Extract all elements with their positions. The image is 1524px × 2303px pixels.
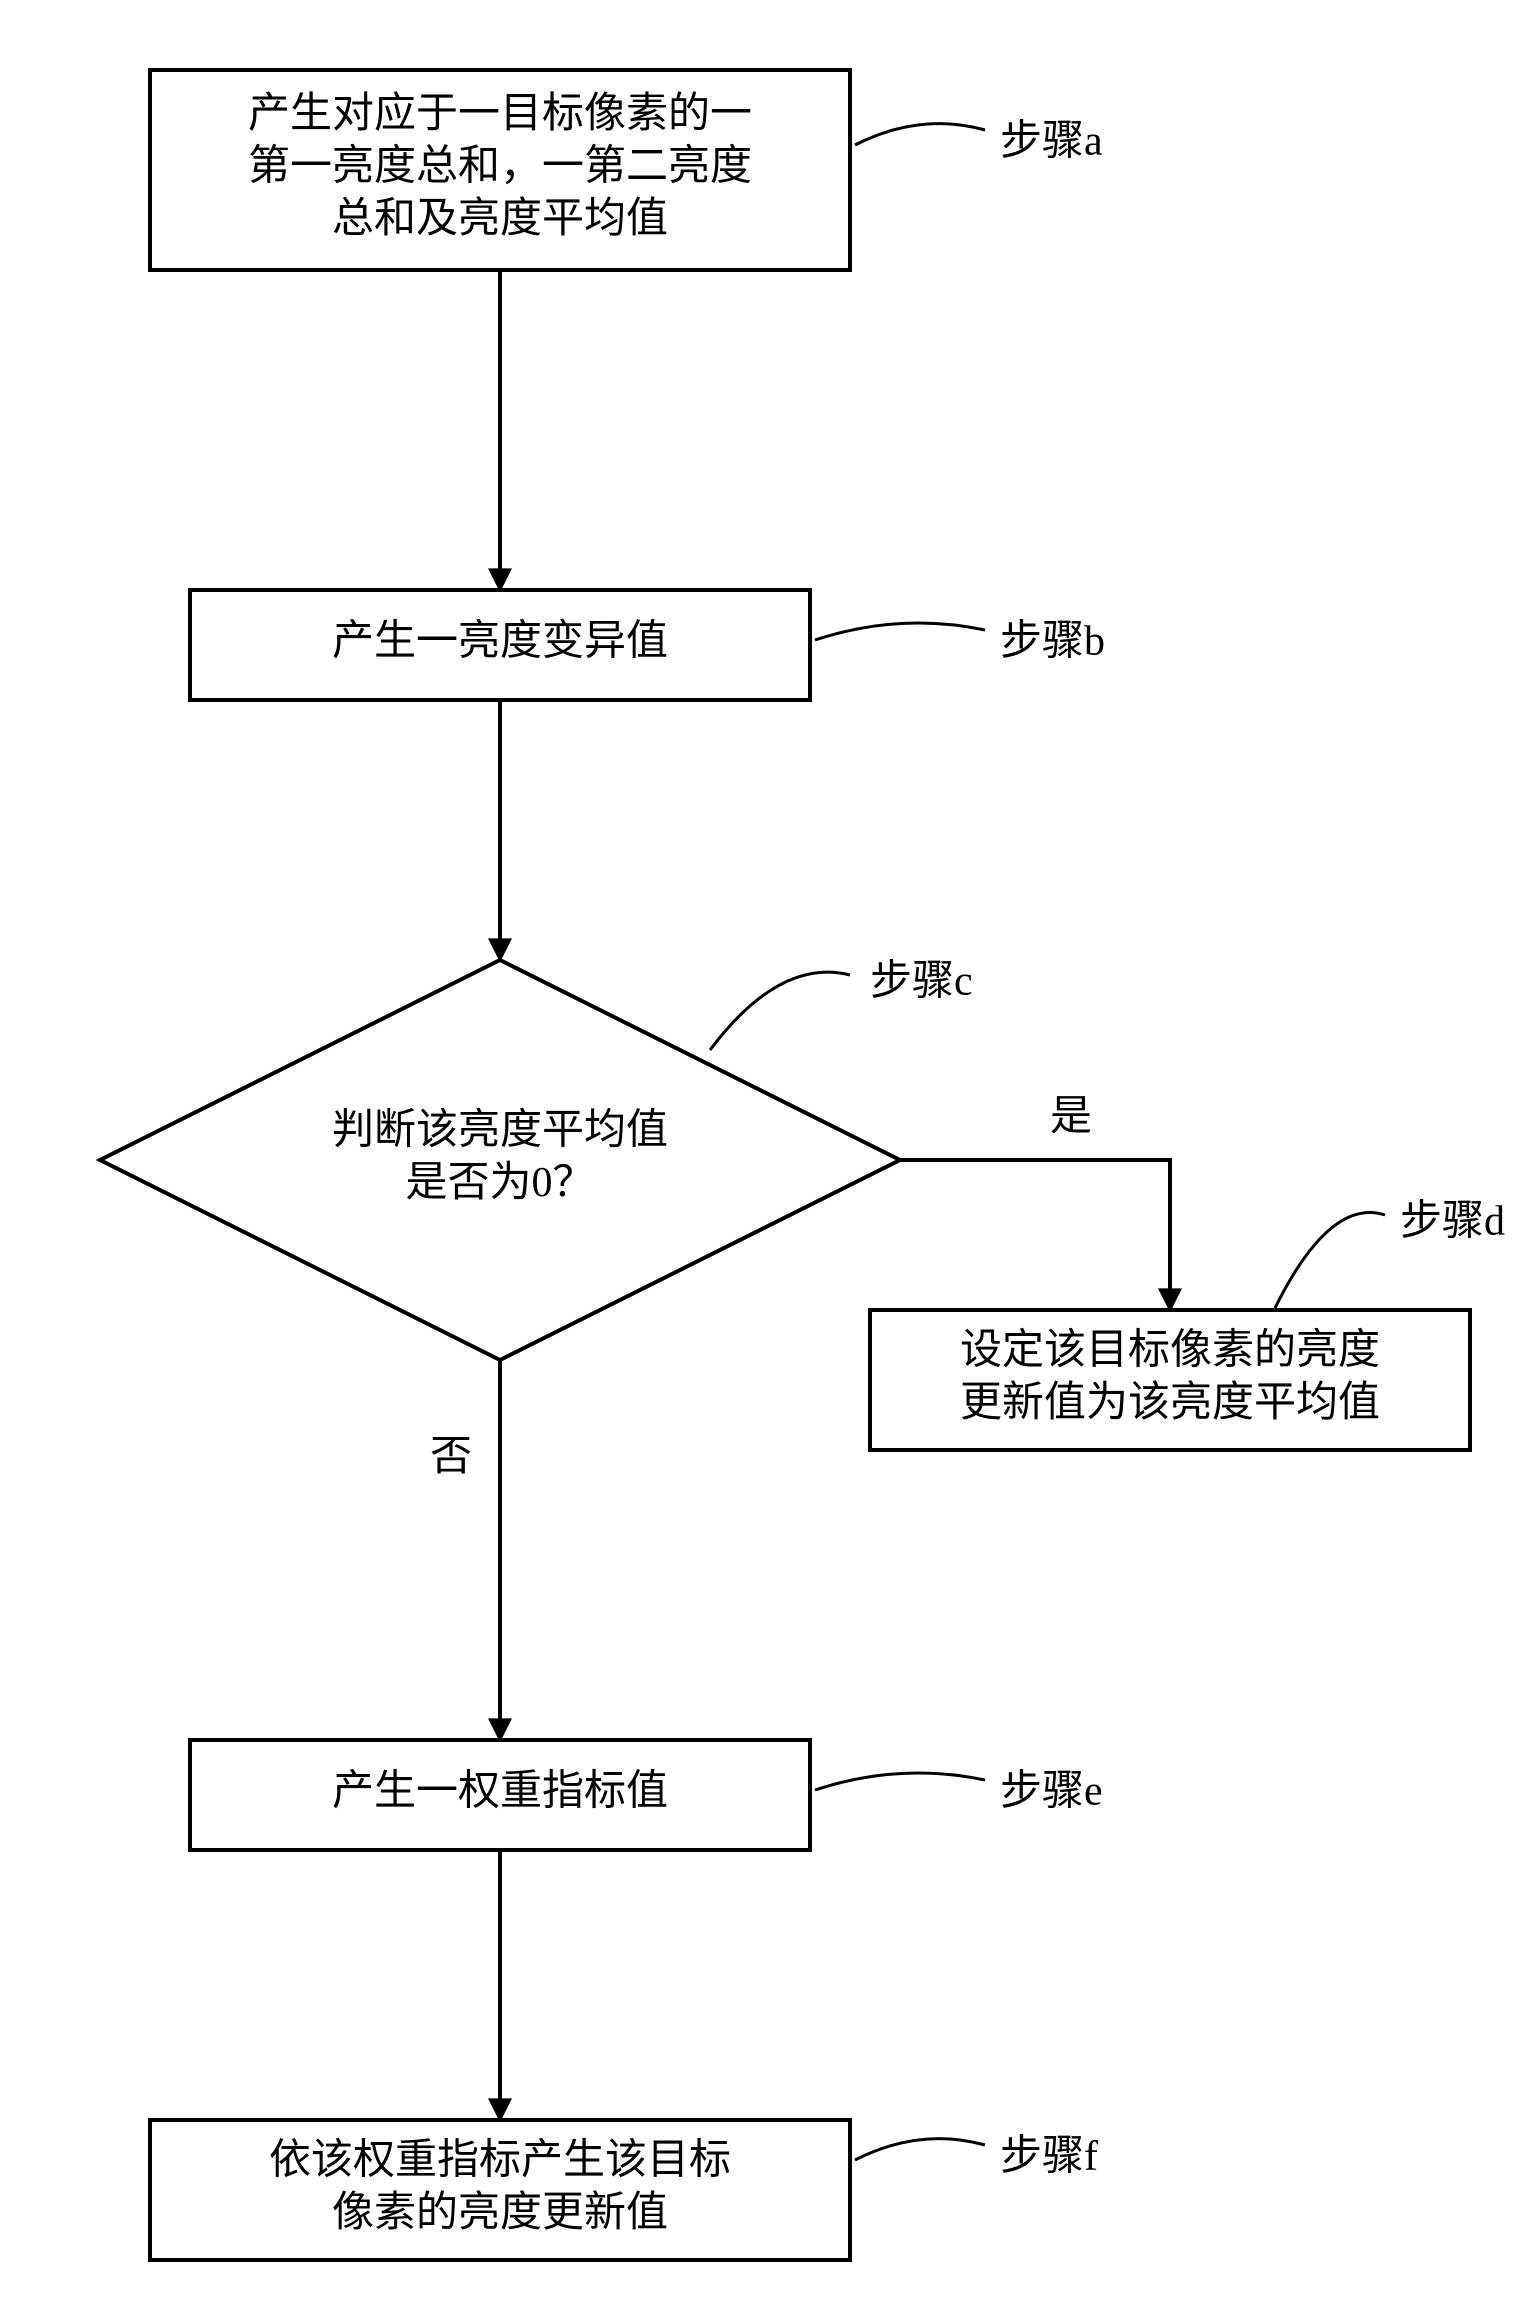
- node-e-leader: [815, 1773, 985, 1790]
- node-c-leader: [710, 972, 850, 1050]
- edge-label-c-d: 是: [1050, 1094, 1092, 1140]
- node-e-step-label: 步骤e: [1000, 1769, 1103, 1815]
- node-c-step-label: 步骤c: [870, 959, 973, 1005]
- node-f-text-line-1: 像素的亮度更新值: [332, 2189, 668, 2236]
- node-d-leader: [1275, 1212, 1385, 1308]
- node-d-text-line-0: 设定该目标像素的亮度: [960, 1326, 1380, 1373]
- node-a-text-line-0: 产生对应于一目标像素的一: [248, 90, 752, 137]
- nodes-group: 产生对应于一目标像素的一第一亮度总和，一第二亮度总和及亮度平均值 步骤a 产生一亮度…: [100, 70, 1505, 2260]
- node-d-text-line-1: 更新值为该亮度平均值: [960, 1379, 1380, 1426]
- node-a-leader: [855, 124, 985, 145]
- node-f-leader: [855, 2139, 985, 2160]
- node-a-text-line-2: 总和及亮度平均值: [332, 195, 668, 242]
- edge-c-d: [900, 1160, 1170, 1310]
- node-a: 产生对应于一目标像素的一第一亮度总和，一第二亮度总和及亮度平均值 步骤a: [150, 70, 1103, 270]
- node-f: 依该权重指标产生该目标像素的亮度更新值 步骤f: [150, 2120, 1098, 2260]
- node-d: 设定该目标像素的亮度更新值为该亮度平均值 步骤d: [870, 1199, 1505, 1450]
- node-e: 产生一权重指标值 步骤e: [190, 1740, 1103, 1850]
- edge-label-c-e: 否: [430, 1434, 472, 1480]
- node-b-leader: [815, 623, 985, 640]
- node-a-text-line-1: 第一亮度总和，一第二亮度: [248, 143, 752, 190]
- node-b-text-line-0: 产生一亮度变异值: [332, 618, 668, 665]
- node-f-text-line-0: 依该权重指标产生该目标: [269, 2137, 731, 2183]
- node-b-step-label: 步骤b: [1000, 619, 1105, 665]
- node-f-step-label: 步骤f: [1000, 2134, 1098, 2180]
- node-c: 判断该亮度平均值是否为0？ 步骤c: [100, 959, 973, 1360]
- node-b: 产生一亮度变异值 步骤b: [190, 590, 1105, 700]
- node-e-text-line-0: 产生一权重指标值: [332, 1769, 668, 1815]
- node-c-text-line-0: 判断该亮度平均值: [332, 1106, 668, 1153]
- node-c-text-line-1: 是否为0？: [405, 1160, 594, 1206]
- node-a-step-label: 步骤a: [1000, 119, 1103, 165]
- node-d-step-label: 步骤d: [1400, 1199, 1505, 1245]
